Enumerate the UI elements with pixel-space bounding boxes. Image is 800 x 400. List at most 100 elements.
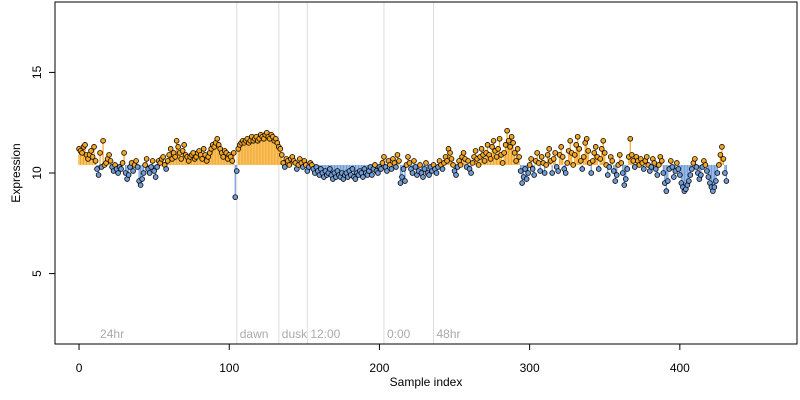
data-point bbox=[592, 144, 599, 150]
data-point bbox=[571, 152, 578, 158]
data-point bbox=[558, 144, 564, 150]
data-point bbox=[648, 164, 655, 170]
data-point bbox=[327, 166, 333, 172]
data-point bbox=[610, 168, 617, 174]
data-point bbox=[396, 158, 402, 164]
data-point bbox=[671, 174, 677, 180]
data-point bbox=[478, 146, 485, 152]
data-point bbox=[616, 152, 623, 158]
data-point bbox=[606, 164, 613, 170]
data-point bbox=[573, 142, 580, 148]
data-point bbox=[526, 162, 533, 168]
data-point bbox=[541, 170, 548, 176]
data-point bbox=[393, 164, 399, 170]
data-point bbox=[233, 168, 240, 174]
data-point bbox=[567, 138, 573, 144]
region-label: dawn bbox=[240, 327, 269, 341]
data-point bbox=[529, 166, 536, 172]
data-point bbox=[543, 162, 549, 168]
data-point bbox=[562, 170, 569, 176]
data-point bbox=[447, 150, 453, 156]
data-point bbox=[232, 194, 239, 200]
data-point bbox=[100, 138, 106, 144]
data-point bbox=[579, 166, 586, 172]
data-point bbox=[675, 166, 682, 172]
data-point bbox=[378, 166, 384, 172]
data-point bbox=[469, 160, 476, 166]
data-point bbox=[121, 150, 127, 156]
data-point bbox=[181, 142, 187, 148]
data-point bbox=[719, 144, 725, 150]
data-point bbox=[505, 138, 512, 144]
data-point bbox=[94, 166, 100, 172]
data-point bbox=[643, 154, 650, 160]
data-point bbox=[139, 176, 145, 182]
data-point bbox=[525, 170, 531, 176]
data-point bbox=[604, 172, 611, 178]
data-point bbox=[656, 162, 662, 168]
data-point bbox=[555, 168, 561, 174]
data-point bbox=[134, 164, 141, 170]
data-point bbox=[654, 172, 661, 178]
data-point bbox=[481, 158, 488, 164]
data-point bbox=[164, 158, 171, 164]
x-tick-label: 300 bbox=[520, 361, 540, 375]
data-point bbox=[439, 166, 446, 172]
data-point bbox=[523, 176, 530, 182]
data-point bbox=[420, 174, 426, 180]
data-point bbox=[426, 172, 432, 178]
data-point bbox=[668, 158, 674, 164]
data-point bbox=[484, 142, 491, 148]
data-point bbox=[601, 150, 608, 156]
data-point bbox=[175, 144, 181, 150]
data-point bbox=[674, 160, 680, 166]
data-point bbox=[618, 160, 625, 166]
data-point bbox=[172, 154, 178, 160]
data-point bbox=[534, 150, 540, 156]
data-point bbox=[119, 160, 126, 166]
data-point bbox=[510, 140, 516, 146]
region-label: 48hr bbox=[437, 327, 461, 341]
data-point bbox=[142, 162, 148, 168]
data-point bbox=[220, 154, 227, 160]
data-point bbox=[115, 170, 121, 176]
data-point bbox=[613, 172, 620, 178]
data-point bbox=[589, 158, 596, 164]
data-point bbox=[465, 158, 471, 164]
data-point bbox=[507, 144, 513, 150]
data-point bbox=[612, 178, 619, 184]
data-point bbox=[214, 136, 221, 142]
data-point bbox=[160, 154, 166, 160]
data-point bbox=[360, 174, 366, 180]
x-tick-label: 400 bbox=[670, 361, 690, 375]
data-point bbox=[82, 142, 88, 148]
data-point bbox=[143, 156, 150, 162]
x-tick-label: 200 bbox=[369, 361, 389, 375]
x-tick-label: 0 bbox=[76, 361, 83, 375]
data-point bbox=[514, 146, 521, 152]
data-point bbox=[686, 178, 692, 184]
data-point bbox=[402, 178, 408, 184]
data-point bbox=[580, 154, 587, 160]
data-point bbox=[433, 170, 440, 176]
data-point bbox=[717, 152, 724, 158]
data-point bbox=[723, 178, 730, 184]
data-point bbox=[621, 182, 628, 188]
data-point bbox=[372, 162, 378, 168]
data-point bbox=[516, 154, 522, 160]
data-point bbox=[125, 172, 132, 178]
data-point bbox=[154, 164, 160, 170]
data-point bbox=[489, 144, 495, 150]
data-point bbox=[702, 162, 709, 168]
y-axis: 5 10 15 bbox=[30, 65, 56, 277]
data-point bbox=[417, 162, 423, 168]
data-point bbox=[457, 162, 464, 168]
data-point bbox=[559, 154, 566, 160]
data-point bbox=[591, 150, 598, 156]
data-point bbox=[409, 170, 416, 176]
data-point bbox=[511, 150, 518, 156]
data-point bbox=[585, 148, 592, 154]
region-label: 12:00 bbox=[310, 327, 340, 341]
data-point bbox=[598, 146, 605, 152]
data-point bbox=[137, 182, 144, 188]
